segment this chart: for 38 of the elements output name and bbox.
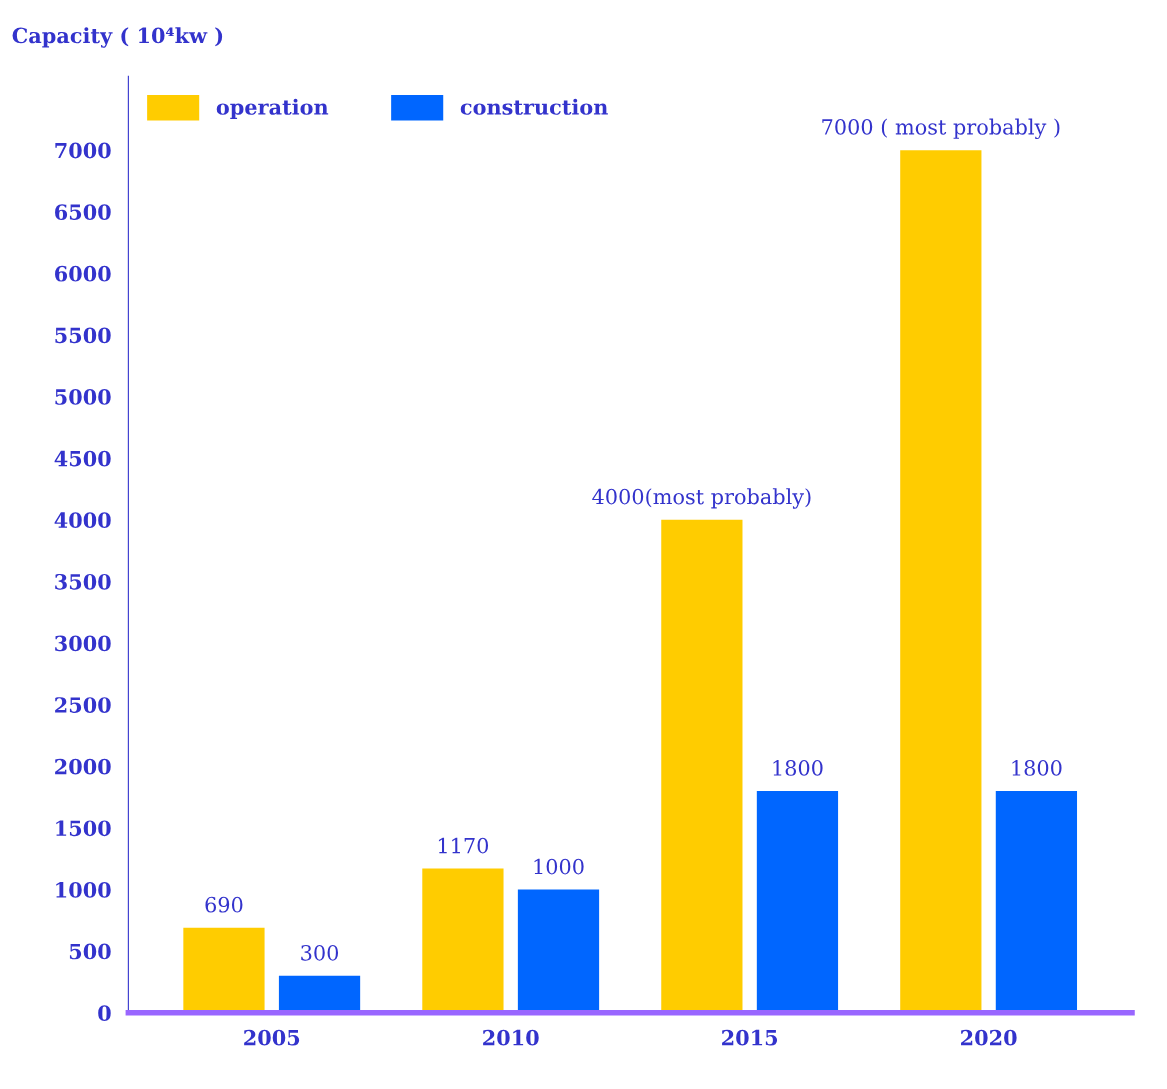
y-tick-label: 2500 (55, 697, 111, 713)
y-tick-label: 500 (69, 943, 111, 960)
data-label: 1800 (773, 760, 823, 776)
bar (995, 790, 1078, 1013)
x-tick-label: 2015 (722, 1029, 778, 1046)
bar (900, 150, 982, 1013)
data-label: 300 (301, 944, 339, 961)
y-tick-label: 6500 (55, 204, 111, 220)
data-label: 1800 (1012, 760, 1062, 776)
y-tick-label: 5000 (55, 389, 111, 405)
bar (756, 790, 839, 1013)
y-tick-label: 2000 (55, 758, 111, 775)
data-label: 1170 (438, 837, 489, 854)
y-tick-label: 3500 (55, 573, 111, 590)
bar (422, 868, 504, 1013)
y-tick-label: 4500 (54, 450, 111, 467)
data-label: 7000 ( most probably ) (822, 118, 1060, 140)
x-tick-label: 2020 (961, 1029, 1017, 1046)
y-tick-label: 1500 (56, 820, 111, 837)
y-tick-label: 4000 (54, 512, 111, 529)
y-tick-label: 6000 (55, 265, 111, 282)
legend-label: construction (460, 98, 608, 115)
y-tick-label: 1000 (56, 881, 111, 898)
y-tick-label: 7000 (55, 142, 111, 159)
data-label: 4000(most probably) (592, 488, 811, 509)
bar (278, 975, 361, 1013)
data-label: 1000 (534, 858, 584, 875)
bar (517, 889, 600, 1013)
data-label: 690 (205, 896, 243, 913)
y-tick-label: 3000 (55, 635, 111, 652)
y-axis-title: Capacity ( 10⁴kw ) (12, 27, 223, 48)
x-tick-label: 2010 (483, 1029, 539, 1046)
y-tick-label: 5500 (55, 327, 111, 344)
legend-label: operation (216, 98, 329, 119)
bar (183, 927, 265, 1013)
x-tick-label: 2005 (244, 1029, 300, 1046)
bar (661, 519, 743, 1013)
y-tick-label: 0 (98, 1005, 111, 1021)
